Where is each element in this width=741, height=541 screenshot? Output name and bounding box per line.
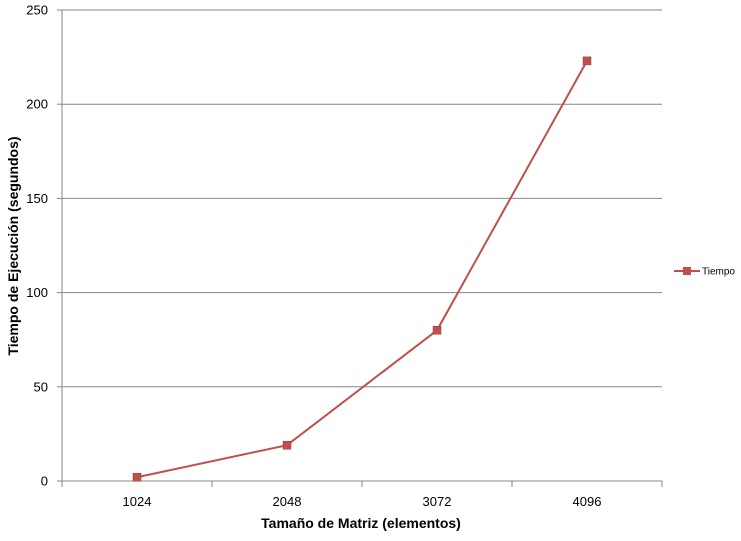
data-point-marker [432, 326, 442, 335]
y-tick-label: 150 [26, 191, 48, 206]
x-tick-label: 2048 [273, 494, 302, 509]
series-line [136, 60, 588, 479]
x-tick-label: 4096 [573, 494, 602, 509]
y-tick-label: 0 [41, 474, 48, 489]
y-tick-label: 100 [26, 285, 48, 300]
data-point-marker [132, 472, 142, 482]
data-point-marker [282, 440, 292, 450]
legend: Tiempo [674, 267, 735, 278]
x-tick-label: 1024 [123, 494, 152, 509]
legend-marker [683, 267, 691, 275]
legend-label: Tiempo [702, 267, 735, 278]
x-axis-title: Tamaño de Matriz (elementos) [261, 515, 461, 531]
series-group [132, 56, 592, 482]
data-point-marker [582, 56, 592, 66]
y-axis-title: Tiempo de Ejecución (segundos) [5, 136, 21, 355]
y-tick-label: 250 [26, 3, 48, 18]
y-tick-labels: 0 50 100 150 200 250 [26, 3, 48, 489]
x-tick-label: 3072 [423, 494, 452, 509]
gridlines [57, 9, 662, 482]
y-tick-label: 50 [34, 379, 48, 394]
x-axis: 1024 2048 3072 4096 [61, 480, 663, 509]
y-tick-label: 200 [26, 97, 48, 112]
